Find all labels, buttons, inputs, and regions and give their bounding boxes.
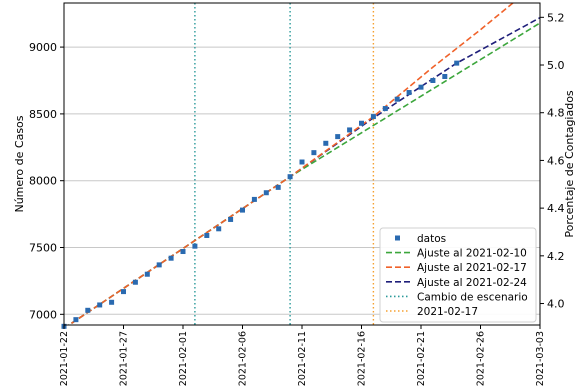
data-point <box>216 226 222 232</box>
y2-tick-label: 4.2 <box>547 250 565 263</box>
y2-tick-label: 5.0 <box>547 59 565 72</box>
legend-box <box>379 227 537 323</box>
y-tick-label: 8000 <box>29 175 57 188</box>
data-point <box>311 150 317 156</box>
data-point <box>370 114 376 120</box>
data-point <box>240 207 245 213</box>
data-point <box>180 249 186 255</box>
x-tick-label: 2021-02-11 <box>297 331 308 386</box>
legend-label: Ajuste al 2021-02-10 <box>417 248 527 260</box>
data-point <box>156 262 162 268</box>
data-point <box>204 232 210 238</box>
x-tick-label: 2021-02-01 <box>178 331 189 386</box>
legend-label: Ajuste al 2021-02-24 <box>417 277 527 289</box>
x-tick-label: 2021-01-22 <box>59 331 70 386</box>
x-tick-label: 2021-02-26 <box>476 331 487 386</box>
x-axis: 2021-01-22 2021-01-27 2021-02-01 2021-02-06… <box>59 325 546 386</box>
data-point <box>382 106 388 112</box>
data-point <box>251 196 257 202</box>
y-axis: 7000 7500 8000 8500 9000 <box>29 41 64 321</box>
data-point <box>347 127 353 133</box>
vertical-markers <box>194 3 375 325</box>
data-point <box>228 216 234 222</box>
data-point <box>121 289 126 295</box>
y-tick-label: 8500 <box>29 108 57 121</box>
data-point <box>144 271 150 277</box>
data-point <box>73 317 79 323</box>
y2-tick-label: 4.8 <box>547 107 565 120</box>
data-point <box>406 90 412 96</box>
data-point <box>132 279 138 285</box>
y2-tick-label: 4.4 <box>547 202 565 215</box>
data-point <box>323 140 329 146</box>
legend-label: Ajuste al 2021-02-17 <box>417 262 527 274</box>
data-point <box>287 174 293 180</box>
y2-tick-label: 4.0 <box>547 298 565 311</box>
y-axis-label: Número de Casos <box>13 115 26 212</box>
data-point <box>442 73 448 79</box>
y-tick-label: 7500 <box>29 242 57 255</box>
data-point <box>97 302 103 308</box>
x-tick-label: 2021-01-27 <box>119 331 130 386</box>
data-point <box>168 255 174 261</box>
data-point <box>263 190 269 196</box>
data-point <box>335 134 341 140</box>
legend-label: Cambio de escenario <box>417 291 528 303</box>
data-point <box>454 60 460 66</box>
x-tick-label: 2021-03-03 <box>535 331 546 386</box>
data-point <box>430 77 436 83</box>
data-points <box>61 60 460 329</box>
legend-label: datos <box>417 233 446 245</box>
legend: datos Ajuste al 2021-02-10 Ajuste al 2021-… <box>379 227 537 323</box>
data-point <box>85 307 91 313</box>
y-tick-label: 7000 <box>29 308 57 321</box>
y2-tick-label: 4.6 <box>547 154 565 167</box>
data-point <box>192 243 198 249</box>
x-tick-label: 2021-02-21 <box>416 331 427 386</box>
data-point <box>109 299 115 305</box>
x-tick-label: 2021-02-06 <box>238 331 249 386</box>
series-line <box>67 3 515 325</box>
y2-axis: 4.0 4.2 4.4 4.6 4.8 5.0 5.2 <box>540 11 565 311</box>
legend-swatch-datos <box>395 235 400 241</box>
x-tick-label: 2021-02-16 <box>357 331 368 386</box>
data-point <box>394 96 400 102</box>
legend-label: 2021-02-17 <box>417 306 478 318</box>
data-point <box>275 184 281 190</box>
data-point <box>418 84 424 90</box>
y2-axis-label: Porcentaje de Contagiados <box>563 90 576 238</box>
y2-tick-label: 5.2 <box>547 11 565 24</box>
data-point <box>359 120 364 126</box>
data-point <box>299 159 305 165</box>
y-tick-label: 9000 <box>29 41 57 54</box>
